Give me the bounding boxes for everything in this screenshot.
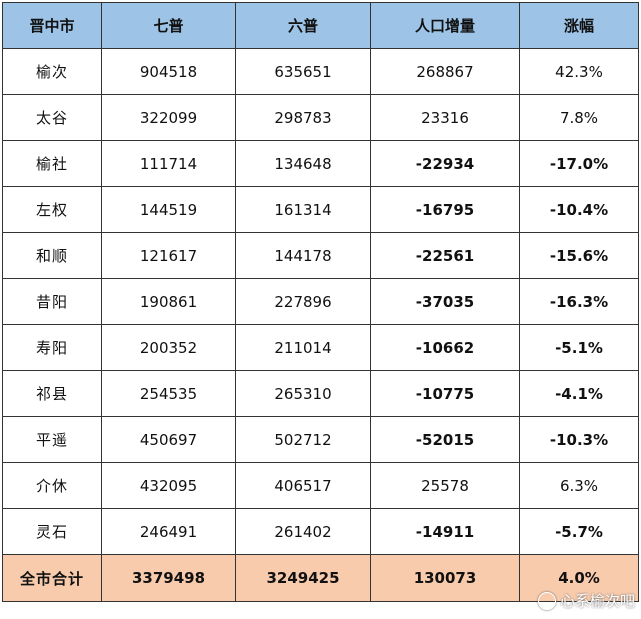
table-row: 太谷 322099 298783 23316 7.8% <box>2 94 639 141</box>
table-row: 榆社 111714 134648 -22934 -17.0% <box>2 140 639 187</box>
table-row: 介休 432095 406517 25578 6.3% <box>2 462 639 509</box>
header-population-increase: 人口增量 <box>370 2 520 49</box>
table-row: 左权 144519 161314 -16795 -10.4% <box>2 186 639 233</box>
increase-value: -14911 <box>370 508 520 555</box>
seventh-census-value: 450697 <box>101 416 236 463</box>
total-label: 全市合计 <box>2 554 102 602</box>
growth-value: -15.6% <box>519 232 639 279</box>
region-name: 介休 <box>2 462 102 509</box>
watermark: 心系榆次吧 <box>537 590 635 611</box>
table-row: 昔阳 190861 227896 -37035 -16.3% <box>2 278 639 325</box>
sixth-census-value: 635651 <box>235 48 371 95</box>
growth-value: -5.1% <box>519 324 639 371</box>
seventh-census-value: 121617 <box>101 232 236 279</box>
header-sixth-census: 六普 <box>235 2 371 49</box>
increase-value: -10775 <box>370 370 520 417</box>
table-row: 和顺 121617 144178 -22561 -15.6% <box>2 232 639 279</box>
sixth-census-value: 298783 <box>235 94 371 141</box>
region-name: 榆次 <box>2 48 102 95</box>
increase-value: -22934 <box>370 140 520 187</box>
region-name: 榆社 <box>2 140 102 187</box>
increase-value: -16795 <box>370 186 520 233</box>
increase-value: -52015 <box>370 416 520 463</box>
increase-value: -22561 <box>370 232 520 279</box>
region-name: 和顺 <box>2 232 102 279</box>
region-name: 寿阳 <box>2 324 102 371</box>
increase-value: 23316 <box>370 94 520 141</box>
sixth-census-value: 211014 <box>235 324 371 371</box>
sixth-census-value: 502712 <box>235 416 371 463</box>
sixth-census-value: 134648 <box>235 140 371 187</box>
growth-value: 7.8% <box>519 94 639 141</box>
seventh-census-value: 144519 <box>101 186 236 233</box>
growth-value: -4.1% <box>519 370 639 417</box>
seventh-census-value: 111714 <box>101 140 236 187</box>
region-name: 平遥 <box>2 416 102 463</box>
growth-value: 42.3% <box>519 48 639 95</box>
seventh-census-value: 322099 <box>101 94 236 141</box>
seventh-census-value: 246491 <box>101 508 236 555</box>
sixth-census-value: 144178 <box>235 232 371 279</box>
header-growth-rate: 涨幅 <box>519 2 639 49</box>
sixth-census-value: 406517 <box>235 462 371 509</box>
seventh-census-value: 200352 <box>101 324 236 371</box>
increase-value: -10662 <box>370 324 520 371</box>
sixth-census-value: 227896 <box>235 278 371 325</box>
seventh-census-value: 254535 <box>101 370 236 417</box>
total-growth: 4.0% <box>519 554 639 602</box>
header-row: 晋中市 七普 六普 人口增量 涨幅 <box>2 2 639 49</box>
sixth-census-value: 265310 <box>235 370 371 417</box>
watermark-text: 心系榆次吧 <box>559 592 635 610</box>
region-name: 祁县 <box>2 370 102 417</box>
table-row: 祁县 254535 265310 -10775 -4.1% <box>2 370 639 417</box>
growth-value: -10.3% <box>519 416 639 463</box>
table-row: 灵石 246491 261402 -14911 -5.7% <box>2 508 639 555</box>
increase-value: -37035 <box>370 278 520 325</box>
sixth-census-value: 161314 <box>235 186 371 233</box>
region-name: 左权 <box>2 186 102 233</box>
seventh-census-value: 904518 <box>101 48 236 95</box>
seventh-census-value: 432095 <box>101 462 236 509</box>
total-increase: 130073 <box>370 554 520 602</box>
increase-value: 25578 <box>370 462 520 509</box>
seventh-census-value: 190861 <box>101 278 236 325</box>
table-row: 榆次 904518 635651 268867 42.3% <box>2 48 639 95</box>
region-name: 昔阳 <box>2 278 102 325</box>
total-sixth-census: 3249425 <box>235 554 371 602</box>
growth-value: 6.3% <box>519 462 639 509</box>
total-row: 全市合计 3379498 3249425 130073 4.0% <box>2 554 639 602</box>
population-table: 晋中市 七普 六普 人口增量 涨幅 榆次 904518 635651 268867 42… <box>2 2 639 602</box>
growth-value: -10.4% <box>519 186 639 233</box>
region-name: 灵石 <box>2 508 102 555</box>
region-name: 太谷 <box>2 94 102 141</box>
growth-value: -16.3% <box>519 278 639 325</box>
header-region: 晋中市 <box>2 2 102 49</box>
sixth-census-value: 261402 <box>235 508 371 555</box>
table-row: 寿阳 200352 211014 -10662 -5.1% <box>2 324 639 371</box>
total-seventh-census: 3379498 <box>101 554 236 602</box>
header-seventh-census: 七普 <box>101 2 236 49</box>
increase-value: 268867 <box>370 48 520 95</box>
chat-bubble-icon <box>537 591 556 610</box>
growth-value: -5.7% <box>519 508 639 555</box>
growth-value: -17.0% <box>519 140 639 187</box>
table-row: 平遥 450697 502712 -52015 -10.3% <box>2 416 639 463</box>
